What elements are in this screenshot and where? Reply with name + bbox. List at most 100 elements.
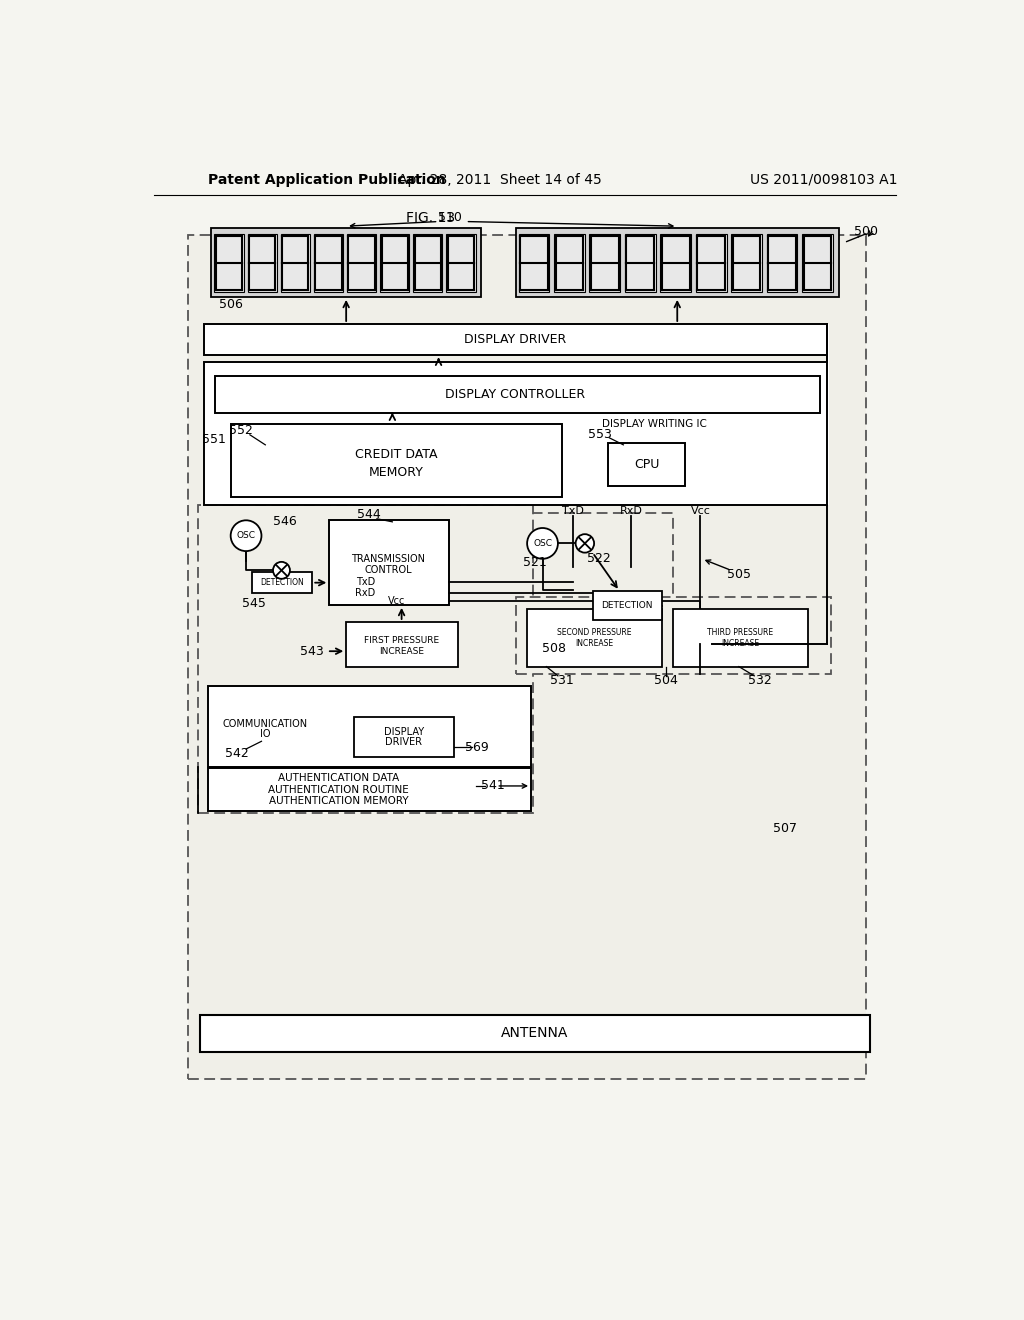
Text: 546: 546 xyxy=(272,515,296,528)
Text: 551: 551 xyxy=(202,433,225,446)
Text: COMMUNICATION: COMMUNICATION xyxy=(223,719,308,730)
Bar xyxy=(281,234,310,293)
Text: DISPLAY WRITING IC: DISPLAY WRITING IC xyxy=(602,418,707,429)
Bar xyxy=(380,234,410,293)
Text: AUTHENTICATION DATA: AUTHENTICATION DATA xyxy=(278,774,399,783)
Text: 542: 542 xyxy=(225,747,249,760)
Text: TxD: TxD xyxy=(562,506,585,516)
Text: 541: 541 xyxy=(480,779,505,792)
Text: 552: 552 xyxy=(228,424,253,437)
Bar xyxy=(731,234,762,293)
Bar xyxy=(446,234,475,293)
Bar xyxy=(508,512,674,640)
Bar xyxy=(554,234,585,293)
Text: 569: 569 xyxy=(465,741,488,754)
Text: FIRST PRESSURE: FIRST PRESSURE xyxy=(365,636,439,645)
Text: CONTROL: CONTROL xyxy=(365,565,413,574)
Bar xyxy=(330,520,449,605)
Bar xyxy=(413,234,442,293)
Bar xyxy=(211,228,481,297)
Bar xyxy=(674,609,808,667)
Text: AUTHENTICATION ROUTINE: AUTHENTICATION ROUTINE xyxy=(268,785,409,795)
Text: TRANSMISSION: TRANSMISSION xyxy=(351,554,426,564)
Bar xyxy=(515,228,839,297)
Bar xyxy=(515,597,831,675)
Text: INCREASE: INCREASE xyxy=(379,648,424,656)
Bar xyxy=(518,234,550,293)
Bar xyxy=(354,717,454,756)
Text: OSC: OSC xyxy=(534,539,552,548)
Bar xyxy=(313,234,343,293)
Text: 544: 544 xyxy=(357,508,381,520)
Bar xyxy=(230,424,562,498)
Bar xyxy=(608,444,685,486)
Text: CREDIT DATA: CREDIT DATA xyxy=(355,449,437,462)
Bar xyxy=(252,572,312,594)
Text: 508: 508 xyxy=(542,643,566,656)
Bar xyxy=(347,234,376,293)
Bar xyxy=(199,506,534,813)
Text: 504: 504 xyxy=(653,675,678,686)
Text: ANTENNA: ANTENNA xyxy=(501,1026,568,1040)
Text: SECOND PRESSURE: SECOND PRESSURE xyxy=(557,628,632,638)
Bar xyxy=(214,234,244,293)
Bar xyxy=(188,235,866,1078)
Bar xyxy=(200,1015,869,1052)
Bar xyxy=(527,609,662,667)
Text: 507: 507 xyxy=(773,822,797,834)
Bar xyxy=(625,234,655,293)
Circle shape xyxy=(273,562,290,579)
Text: US 2011/0098103 A1: US 2011/0098103 A1 xyxy=(750,173,897,187)
Text: 543: 543 xyxy=(300,644,324,657)
Text: 510: 510 xyxy=(438,211,462,224)
Bar xyxy=(590,234,621,293)
Text: 545: 545 xyxy=(242,597,265,610)
Bar xyxy=(204,363,827,506)
Text: CPU: CPU xyxy=(634,458,659,471)
Bar xyxy=(802,234,833,293)
Bar xyxy=(215,375,819,412)
Bar xyxy=(208,686,531,767)
Text: RxD: RxD xyxy=(355,589,376,598)
Bar xyxy=(204,323,827,355)
Text: THIRD PRESSURE: THIRD PRESSURE xyxy=(708,628,773,638)
Text: RxD: RxD xyxy=(620,506,642,516)
Circle shape xyxy=(230,520,261,552)
Text: DISPLAY DRIVER: DISPLAY DRIVER xyxy=(465,333,566,346)
Text: DISPLAY CONTROLLER: DISPLAY CONTROLLER xyxy=(445,388,586,400)
Text: 500: 500 xyxy=(854,224,878,238)
Text: DETECTION: DETECTION xyxy=(260,578,304,587)
Bar xyxy=(660,234,691,293)
Text: MEMORY: MEMORY xyxy=(369,466,424,479)
Text: AUTHENTICATION MEMORY: AUTHENTICATION MEMORY xyxy=(268,796,409,805)
Bar xyxy=(767,234,798,293)
Text: 505: 505 xyxy=(727,568,751,581)
Text: DRIVER: DRIVER xyxy=(385,737,423,747)
Bar xyxy=(593,591,662,620)
Bar xyxy=(695,234,727,293)
Text: Vcc: Vcc xyxy=(387,597,404,606)
Text: Vcc: Vcc xyxy=(690,506,711,516)
Text: INCREASE: INCREASE xyxy=(721,639,760,648)
Circle shape xyxy=(527,528,558,558)
Circle shape xyxy=(575,535,594,553)
Text: DISPLAY: DISPLAY xyxy=(384,727,424,737)
Text: INCREASE: INCREASE xyxy=(575,639,613,648)
Bar xyxy=(826,323,829,506)
Text: IO: IO xyxy=(260,730,270,739)
Text: Apr. 28, 2011  Sheet 14 of 45: Apr. 28, 2011 Sheet 14 of 45 xyxy=(398,173,602,187)
Bar xyxy=(346,622,458,667)
Bar xyxy=(248,234,276,293)
Text: FIG. 13: FIG. 13 xyxy=(407,211,456,224)
Bar xyxy=(208,768,531,810)
Text: TxD: TxD xyxy=(355,577,375,587)
Text: DETECTION: DETECTION xyxy=(601,602,653,610)
Text: 521: 521 xyxy=(523,556,547,569)
Text: OSC: OSC xyxy=(237,531,256,540)
Text: Patent Application Publication: Patent Application Publication xyxy=(208,173,445,187)
Text: 531: 531 xyxy=(550,675,573,686)
Text: 553: 553 xyxy=(589,428,612,441)
Text: 532: 532 xyxy=(748,675,771,686)
Text: 506: 506 xyxy=(219,298,243,312)
Text: 522: 522 xyxy=(587,552,610,565)
